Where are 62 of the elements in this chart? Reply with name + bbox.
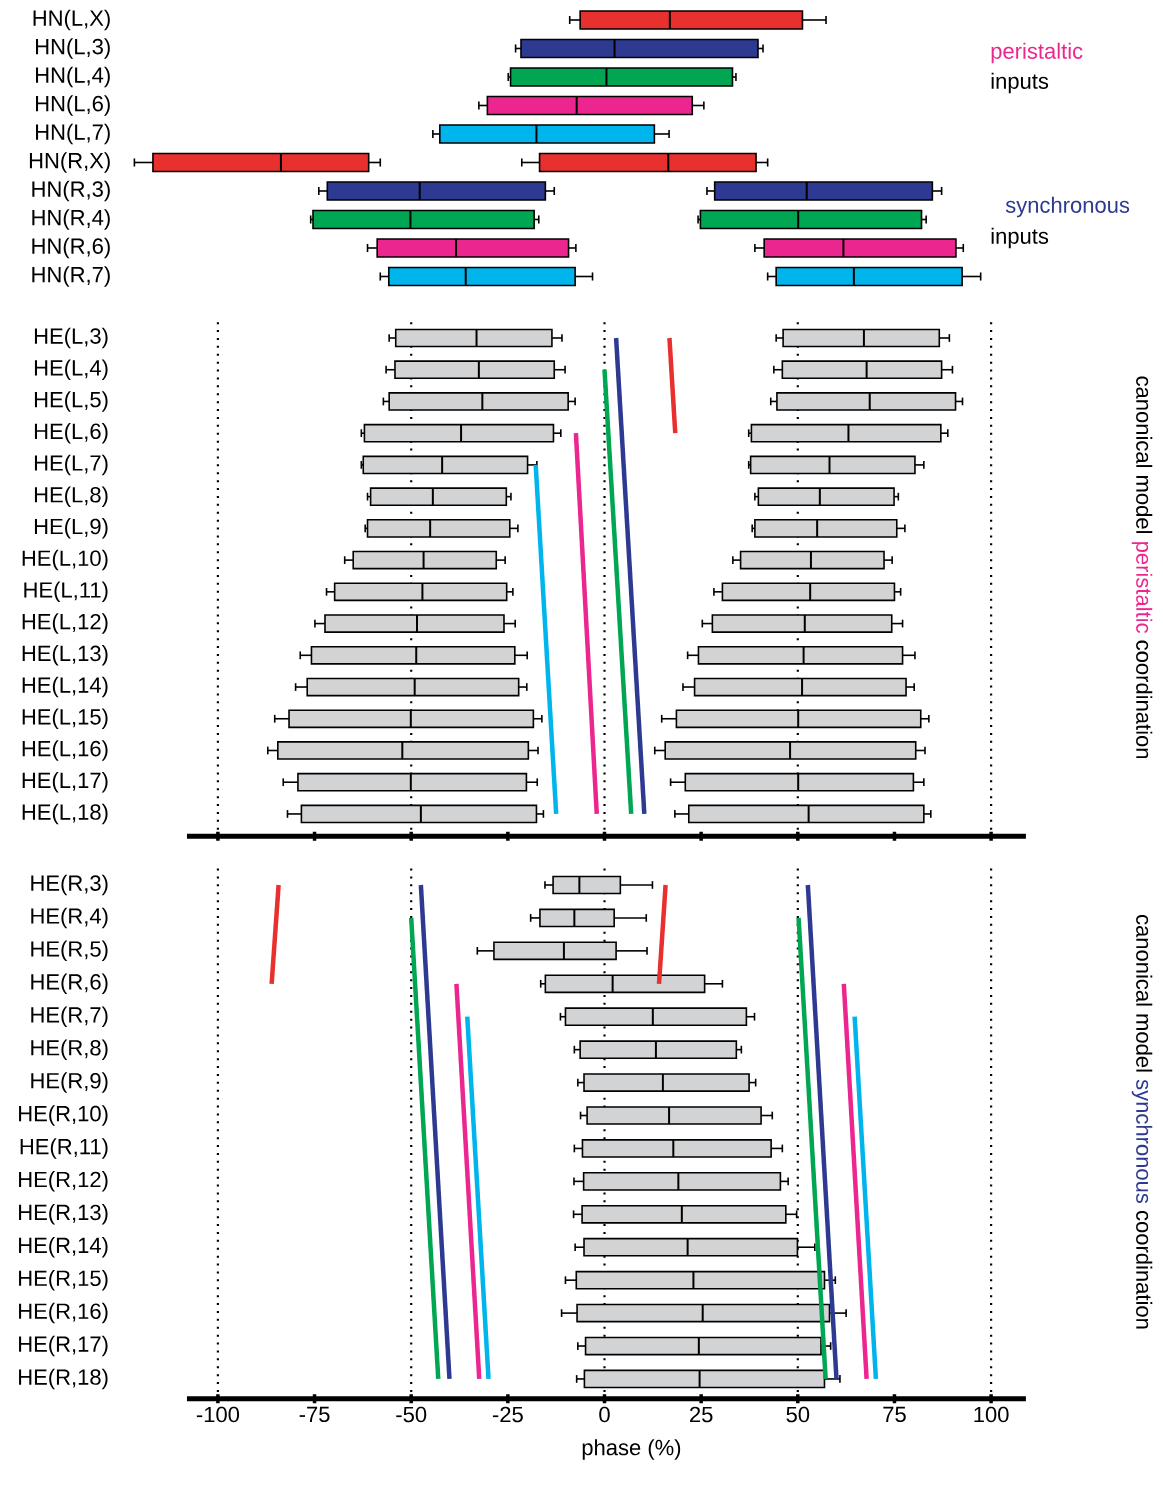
y-tick-label: HE(L,15) (22, 708, 108, 729)
y-tick-label: HE(L,8) (34, 486, 108, 507)
y-tick-label: HE(L,10) (22, 549, 108, 571)
y-tick-label: HN(L,6) (36, 95, 110, 116)
x-tick-label: -100 (196, 1406, 240, 1423)
x-tick-label: 25 (690, 1406, 713, 1423)
y-tick-label: HE(L,5) (34, 391, 108, 412)
text: inputs (991, 227, 1049, 249)
y-tick-label: HN(R,3) (32, 180, 110, 202)
y-tick-label: HE(L,7) (34, 454, 108, 476)
x-axis-title: phase (%) (582, 1439, 681, 1460)
y-tick-label: HN(R,4) (32, 209, 110, 230)
text: canonical model (1136, 915, 1153, 1072)
y-tick-label: HE(L,18) (22, 803, 108, 825)
text: peristaltic (1131, 542, 1153, 633)
y-tick-label: HE(R,11) (20, 1138, 108, 1159)
y-tick-label: HE(R,4) (31, 907, 108, 929)
y-tick-label: HN(R,7) (32, 266, 110, 287)
x-tick-label: 50 (786, 1406, 810, 1423)
x-tick-label: -50 (396, 1406, 427, 1423)
y-tick-label: HN(R,6) (32, 237, 110, 259)
text: coordination (1136, 640, 1153, 759)
y-tick-label: HN(L,7) (36, 123, 110, 145)
y-tick-label: HE(L,6) (34, 422, 108, 444)
y-tick-label: HE(L,3) (34, 327, 108, 349)
y-tick-label: HE(R,17) (19, 1335, 108, 1357)
y-tick-label: HE(R,14) (19, 1236, 108, 1258)
y-tick-label: HE(L,9) (34, 518, 108, 539)
y-tick-label: HE(L,16) (22, 740, 108, 761)
x-tick-label: -75 (299, 1406, 330, 1423)
y-tick-label: HE(L,11) (24, 581, 108, 603)
x-tick-label: -25 (492, 1406, 523, 1423)
y-tick-label: HE(L,17) (22, 771, 108, 793)
y-tick-label: HE(R,18) (19, 1368, 108, 1390)
y-tick-label: HE(R,8) (31, 1039, 108, 1060)
y-tick-label: HE(R,15) (19, 1269, 108, 1291)
x-tick-label: 0 (599, 1406, 610, 1423)
y-tick-label: HE(R,13) (19, 1204, 108, 1225)
text: synchronous (1131, 1079, 1153, 1204)
x-tick-label: 100 (974, 1406, 1009, 1423)
text: canonical model (1136, 376, 1153, 534)
y-tick-label: HE(R,9) (31, 1072, 108, 1093)
y-tick-label: HN(L,X) (33, 9, 110, 31)
text: coordination (1136, 1210, 1153, 1329)
y-tick-label: HE(R,3) (31, 874, 108, 896)
y-tick-label: HE(R,7) (31, 1006, 108, 1027)
y-tick-label: HN(L,3) (36, 38, 110, 59)
y-tick-label: HN(R,X) (29, 152, 110, 173)
y-tick-label: HE(L,12) (22, 613, 108, 634)
text: synchronous (1005, 196, 1130, 218)
text: peristaltic (991, 42, 1083, 64)
x-tick-label: 75 (883, 1406, 906, 1423)
y-tick-label: HE(L,14) (22, 676, 108, 698)
y-tick-label: HE(R,6) (31, 973, 108, 995)
y-tick-label: HE(R,16) (19, 1302, 108, 1324)
y-tick-label: HN(L,4) (36, 66, 110, 88)
y-tick-label: HE(L,13) (22, 645, 108, 666)
y-tick-label: HE(R,10) (19, 1105, 108, 1126)
y-tick-label: HE(R,12) (19, 1171, 108, 1192)
text: inputs (991, 72, 1049, 94)
y-tick-label: HE(R,5) (31, 940, 108, 962)
y-tick-label: HE(L,4) (34, 359, 108, 380)
